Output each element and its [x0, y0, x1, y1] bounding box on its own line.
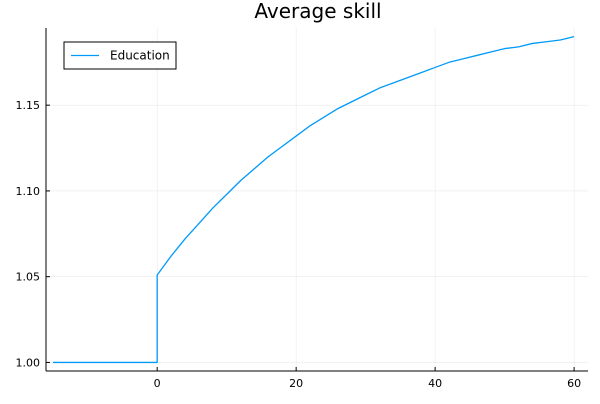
grid: [46, 28, 588, 371]
x-tick-label: 0: [154, 377, 161, 390]
legend: Education: [63, 41, 177, 70]
legend-label: Education: [110, 49, 170, 63]
x-tick-label: 40: [428, 377, 442, 390]
series-layer: [52, 35, 575, 364]
chart-title: Average skill: [254, 0, 381, 23]
y-tick-label: 1.05: [16, 271, 41, 284]
legend-box: [63, 41, 177, 70]
y-tick-label: 1.10: [16, 185, 41, 198]
series-line-education: [52, 35, 575, 364]
y-tick-label: 1.00: [16, 356, 41, 369]
x-tick-label: 60: [567, 377, 581, 390]
y-tick-label: 1.15: [16, 99, 41, 112]
axes: 0 20 40 60 1.00 1.05 1.10 1.15: [16, 28, 588, 390]
x-tick-label: 20: [289, 377, 303, 390]
